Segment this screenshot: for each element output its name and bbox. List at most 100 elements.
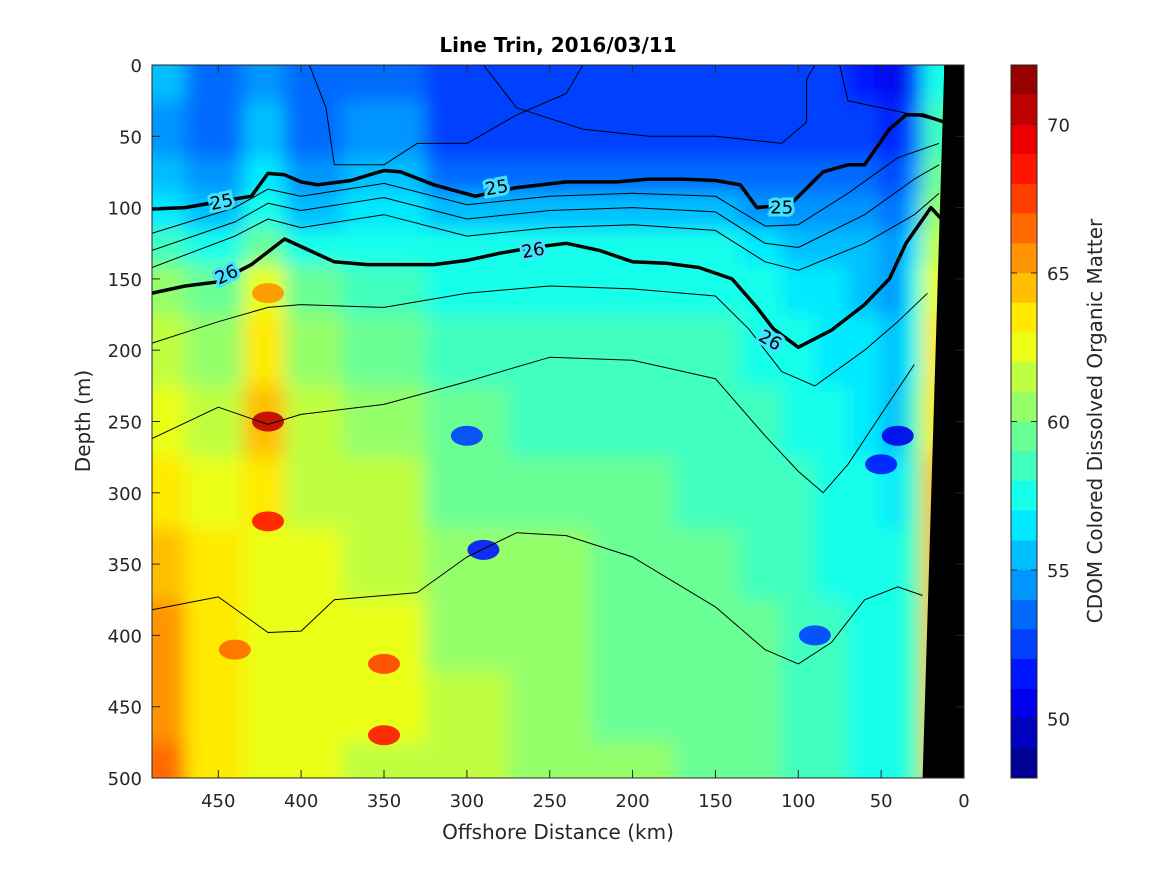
field-cell (674, 314, 742, 387)
field-cell (674, 671, 742, 744)
field-hotspot (467, 539, 500, 560)
field-cell (674, 157, 742, 195)
field-hotspot (252, 411, 284, 432)
field-cell (243, 314, 286, 387)
contour-line (483, 65, 816, 144)
field-cell (814, 528, 849, 601)
y-tick-label: 100 (108, 199, 142, 220)
field-cell (425, 671, 510, 744)
field-cell (342, 385, 427, 459)
field-cell (185, 742, 245, 778)
field-cell (848, 742, 883, 778)
field-cell (674, 528, 742, 601)
x-tick-label: 250 (533, 791, 567, 812)
y-tick-label: 50 (119, 127, 142, 148)
field-cell (906, 385, 924, 459)
colorbar-tick-label: 50 (1047, 710, 1070, 731)
x-tick-label: 400 (284, 791, 318, 812)
chart-title: Line Trin, 2016/03/11 (439, 33, 676, 57)
field-cell (425, 385, 510, 459)
field-cell (781, 65, 816, 102)
field-cell (591, 193, 675, 230)
field-cell (243, 65, 286, 102)
y-tick-label: 0 (131, 56, 142, 77)
field-cell (342, 457, 427, 530)
field-cell (508, 100, 593, 159)
field-cell (243, 100, 286, 159)
field-cell (152, 228, 187, 266)
field-cell (848, 228, 883, 266)
field-cell (591, 314, 675, 387)
field-cell (781, 314, 816, 387)
x-tick-label: 0 (958, 791, 969, 812)
field-cell (848, 671, 883, 744)
y-tick-label: 350 (108, 555, 142, 576)
field-cell (881, 528, 907, 601)
x-tick-label: 450 (201, 791, 235, 812)
field-cell (591, 385, 675, 459)
field-cell (814, 65, 849, 102)
field-cell (814, 228, 849, 266)
field-cell (740, 385, 783, 459)
field-hotspot (865, 454, 898, 475)
field-cell (284, 314, 344, 387)
field-cell (425, 264, 510, 316)
field-cell (740, 742, 783, 778)
field-hotspot (218, 639, 251, 660)
field-cell (674, 100, 742, 159)
contour-line (152, 532, 923, 665)
field-cell (674, 228, 742, 266)
field-cell (906, 193, 924, 230)
field-cell (740, 599, 783, 673)
field-cell (425, 457, 510, 530)
field-cell (284, 193, 344, 230)
contour-line-bold (152, 113, 945, 211)
field-cell (185, 385, 245, 459)
field-cell (425, 314, 510, 387)
field-cell (284, 385, 344, 459)
field-cell (508, 264, 593, 316)
field-cell (342, 264, 427, 316)
field-cell (284, 264, 344, 316)
field-cell (425, 157, 510, 195)
field-cell (591, 671, 675, 744)
x-tick-label: 150 (698, 791, 732, 812)
density-contours (152, 65, 946, 665)
field-cell (284, 228, 344, 266)
field-cell (906, 599, 924, 673)
y-tick-label: 250 (108, 413, 142, 434)
field-cell (906, 671, 924, 744)
contour-label: 26 (520, 239, 546, 264)
y-tick-label: 450 (108, 698, 142, 719)
field-cell (814, 314, 849, 387)
field-cell (906, 157, 924, 195)
field-cell (243, 599, 286, 673)
x-tick-label: 300 (450, 791, 484, 812)
field-cell (906, 264, 924, 316)
field-cell (848, 599, 883, 673)
field-cell (781, 528, 816, 601)
colorbar-tick-label: 70 (1047, 115, 1070, 136)
field-hotspot (252, 511, 284, 532)
field-cell (814, 671, 849, 744)
field-cell (342, 314, 427, 387)
field-cell (740, 100, 783, 159)
field-cell (591, 528, 675, 601)
field-cell (906, 528, 924, 601)
field-cell (881, 193, 907, 230)
field-cell (185, 599, 245, 673)
field-cell (881, 65, 907, 102)
field-hotspot (252, 283, 284, 304)
field-cell (508, 528, 593, 601)
field-cell (906, 314, 924, 387)
field-cell (591, 157, 675, 195)
field-cell (781, 100, 816, 159)
field-cell (243, 742, 286, 778)
field-cell (152, 100, 187, 159)
y-tick-label: 200 (108, 341, 142, 362)
colorbar-tick-label: 55 (1047, 561, 1070, 582)
field-cell (284, 457, 344, 530)
field-cell (881, 599, 907, 673)
field-hotspot (881, 425, 914, 446)
